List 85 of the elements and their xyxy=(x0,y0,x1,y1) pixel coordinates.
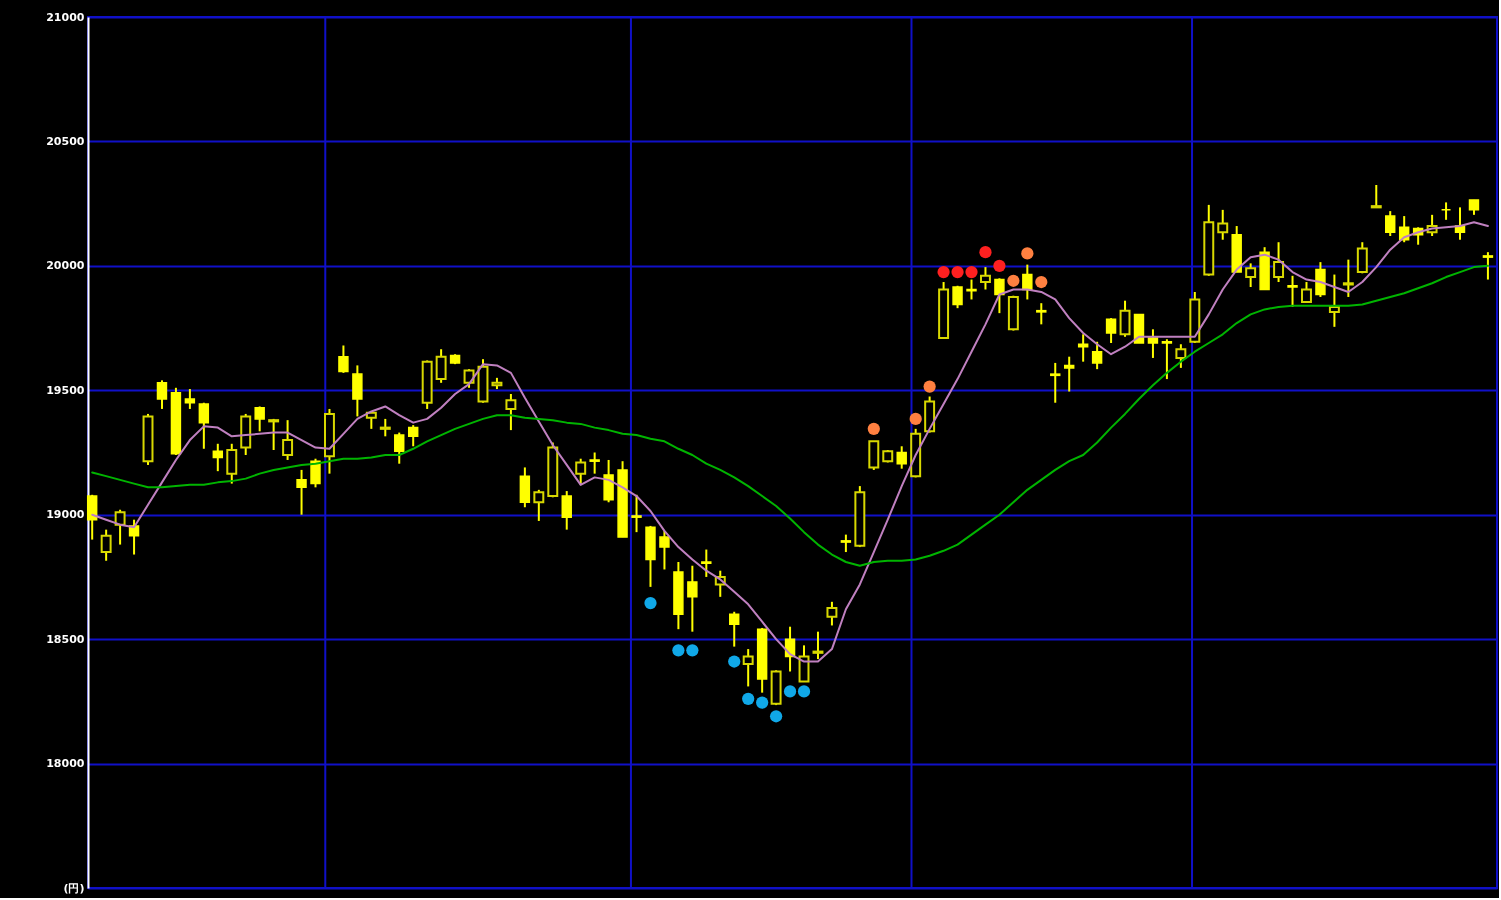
candlestick xyxy=(156,379,168,410)
candlestick xyxy=(282,419,294,461)
point xyxy=(769,710,783,723)
candlestick xyxy=(394,431,405,465)
candlestick xyxy=(659,529,670,571)
candlestick xyxy=(1370,183,1382,209)
candlestick xyxy=(1091,340,1103,371)
candlestick xyxy=(1022,263,1033,301)
point xyxy=(797,685,811,698)
candlestick xyxy=(1482,251,1494,281)
y-tick-label: 19500 xyxy=(46,383,85,397)
point xyxy=(1007,274,1020,287)
candlestick xyxy=(687,564,698,633)
candlestick xyxy=(575,457,587,486)
point xyxy=(951,265,964,279)
point xyxy=(1021,247,1034,260)
point xyxy=(937,265,950,279)
candlestick xyxy=(1301,281,1312,303)
y-tick-label: (円) xyxy=(63,881,85,895)
candlestick xyxy=(254,405,265,433)
candlestick xyxy=(1217,208,1229,241)
candlestick xyxy=(338,344,349,374)
candlestick xyxy=(742,648,754,688)
candlestick xyxy=(435,348,447,384)
candlestick xyxy=(505,393,517,432)
candlestick xyxy=(1161,338,1173,381)
candlestick xyxy=(212,442,224,473)
point xyxy=(686,644,699,657)
candlestick xyxy=(1175,343,1187,369)
point xyxy=(672,644,685,657)
candlestick xyxy=(1077,333,1089,363)
candlestick xyxy=(1119,299,1131,338)
candlestick xyxy=(1245,262,1257,289)
candlestick xyxy=(268,417,280,452)
point xyxy=(979,246,992,259)
point xyxy=(909,412,922,426)
candlestick xyxy=(812,630,824,661)
y-tick-label: 21000 xyxy=(46,10,85,24)
point xyxy=(756,696,769,709)
candlestick xyxy=(631,493,642,534)
point xyxy=(993,259,1006,272)
y-tick-label: 18000 xyxy=(46,757,85,771)
candlestick xyxy=(1356,241,1368,275)
candlestick xyxy=(589,451,600,475)
point xyxy=(1035,275,1048,289)
point xyxy=(742,692,755,705)
candlestick xyxy=(1105,317,1117,344)
candlestick xyxy=(184,388,196,410)
candlestick xyxy=(1063,355,1075,393)
candlestick xyxy=(533,488,545,522)
point xyxy=(644,596,657,610)
candlestick xyxy=(1328,273,1340,328)
candlestick xyxy=(407,424,419,448)
candlestick xyxy=(463,368,475,389)
point xyxy=(965,265,978,279)
point xyxy=(728,655,741,668)
candlestick xyxy=(1036,302,1047,326)
candlestick xyxy=(896,445,907,470)
line-series xyxy=(91,264,1489,567)
y-tick-label: 20000 xyxy=(46,259,85,273)
candlestick xyxy=(128,518,140,556)
candlestick xyxy=(979,266,991,291)
y-tick-label: 18500 xyxy=(46,632,85,646)
candlestick xyxy=(1273,241,1285,284)
y-tick-label: 20500 xyxy=(46,134,85,148)
candlestick xyxy=(1287,274,1298,308)
candlestick xyxy=(296,468,307,516)
point xyxy=(923,380,936,393)
candlestick xyxy=(701,548,712,578)
candlestick xyxy=(729,610,740,648)
candlestick xyxy=(198,401,210,450)
candlestick xyxy=(1385,210,1396,237)
candlestick xyxy=(114,508,126,546)
candlestick xyxy=(994,277,1005,315)
candlestick xyxy=(226,442,238,485)
point xyxy=(867,422,880,435)
candlestick xyxy=(310,457,321,489)
y-tick-label: 19000 xyxy=(46,508,85,522)
point xyxy=(783,685,797,698)
candlestick xyxy=(1342,258,1354,298)
candlestick xyxy=(100,528,112,562)
candlestick xyxy=(1050,361,1061,404)
candlestick xyxy=(826,600,838,627)
candlestick xyxy=(561,490,572,531)
candlestick xyxy=(1147,328,1159,359)
